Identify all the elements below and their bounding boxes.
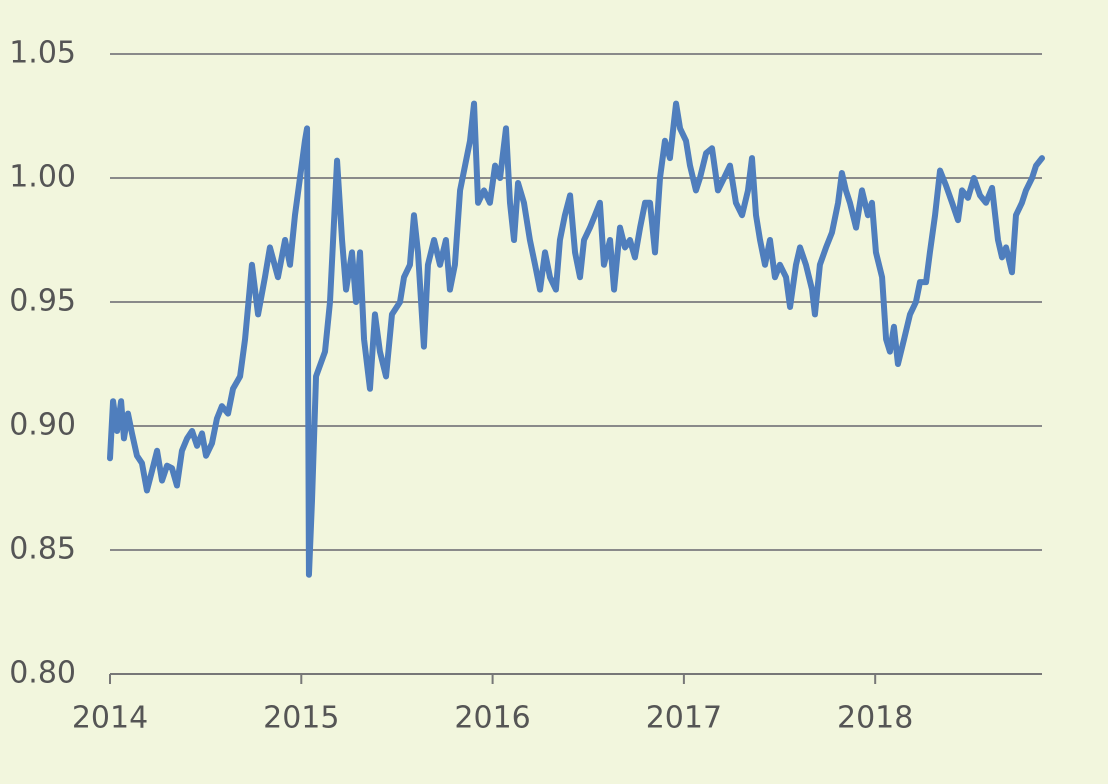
x-tick-label: 2015 bbox=[263, 701, 339, 736]
x-tick-label: 2017 bbox=[646, 701, 722, 736]
y-tick-label: 1.05 bbox=[9, 36, 76, 71]
y-tick-label: 0.90 bbox=[9, 408, 76, 443]
y-tick-label: 0.95 bbox=[9, 284, 76, 319]
y-tick-label: 0.80 bbox=[9, 656, 76, 691]
y-tick-label: 1.00 bbox=[9, 160, 76, 195]
x-tick-label: 2016 bbox=[454, 701, 530, 736]
x-tick-label: 2014 bbox=[72, 701, 148, 736]
y-tick-label: 0.85 bbox=[9, 532, 76, 567]
x-tick-label: 2018 bbox=[837, 701, 913, 736]
line bbox=[107, 100, 1045, 578]
